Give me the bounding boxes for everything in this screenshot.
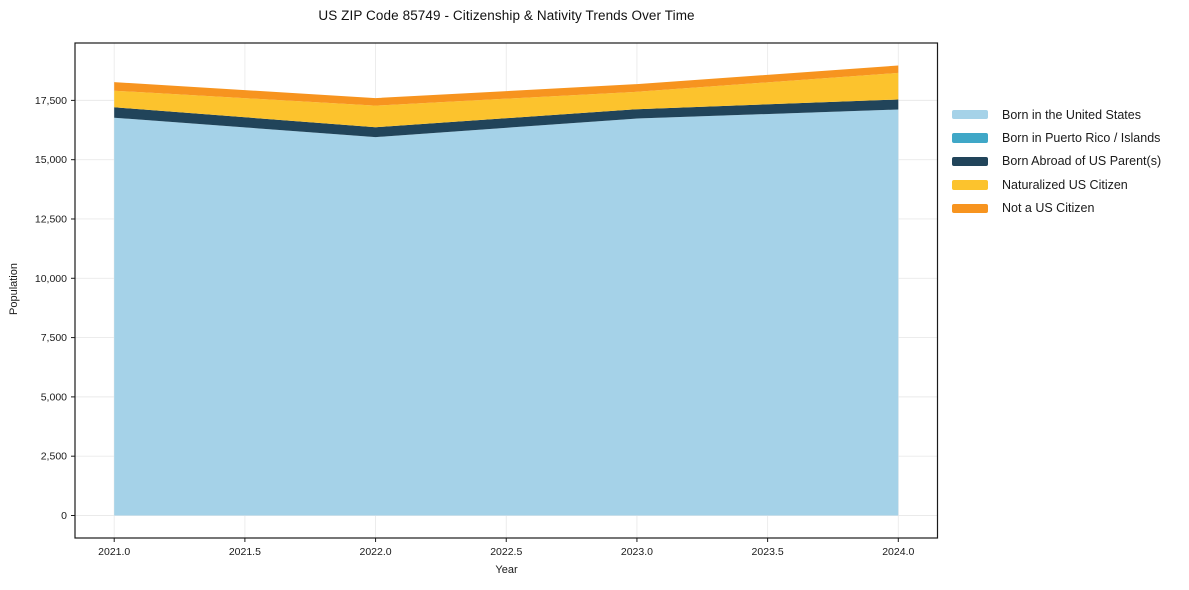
legend-swatch-icon bbox=[952, 133, 988, 143]
y-axis-label: Population bbox=[8, 263, 20, 315]
x-tick-label: 2023.5 bbox=[752, 546, 784, 558]
legend: Born in the United States Born in Puerto… bbox=[952, 103, 1161, 220]
area-series-born-in-the-united-states bbox=[114, 109, 899, 516]
x-tick-label: 2021.5 bbox=[229, 546, 261, 558]
legend-label: Not a US Citizen bbox=[1002, 201, 1095, 216]
legend-label: Naturalized US Citizen bbox=[1002, 177, 1128, 192]
x-tick-label: 2022.0 bbox=[360, 546, 392, 558]
y-tick-label: 12,500 bbox=[35, 213, 67, 225]
legend-swatch-icon bbox=[952, 109, 988, 120]
y-tick-label: 17,500 bbox=[35, 95, 67, 107]
y-tick-label: 10,000 bbox=[35, 273, 67, 285]
y-tick-label: 7,500 bbox=[41, 332, 67, 344]
chart-title: US ZIP Code 85749 - Citizenship & Nativi… bbox=[318, 8, 695, 23]
y-tick-label: 15,000 bbox=[35, 154, 67, 166]
legend-swatch-icon bbox=[952, 156, 988, 167]
legend-item: Born in Puerto Rico / Islands bbox=[952, 126, 1161, 149]
legend-item: Born Abroad of US Parent(s) bbox=[952, 150, 1161, 173]
x-tick-label: 2024.0 bbox=[882, 546, 914, 558]
area-series-not-a-us-citizen bbox=[114, 65, 899, 106]
area-series-born-abroad-of-us-parent-s- bbox=[114, 99, 899, 138]
x-axis-label: Year bbox=[495, 564, 518, 576]
legend-item: Born in the United States bbox=[952, 103, 1161, 126]
x-tick-label: 2021.0 bbox=[98, 546, 130, 558]
legend-label: Born in the United States bbox=[1002, 107, 1141, 122]
legend-label: Born in Puerto Rico / Islands bbox=[1002, 131, 1161, 146]
y-tick-label: 0 bbox=[61, 510, 67, 522]
y-tick-label: 2,500 bbox=[41, 451, 67, 463]
y-tick-label: 5,000 bbox=[41, 391, 67, 403]
x-tick-label: 2022.5 bbox=[490, 546, 522, 558]
legend-item: Not a US Citizen bbox=[952, 197, 1161, 220]
legend-swatch-icon bbox=[952, 203, 988, 213]
area-series-naturalized-us-citizen bbox=[114, 72, 899, 128]
legend-swatch-icon bbox=[952, 180, 988, 190]
legend-label: Born Abroad of US Parent(s) bbox=[1002, 154, 1162, 169]
x-tick-label: 2023.0 bbox=[621, 546, 653, 558]
legend-item: Naturalized US Citizen bbox=[952, 173, 1161, 196]
